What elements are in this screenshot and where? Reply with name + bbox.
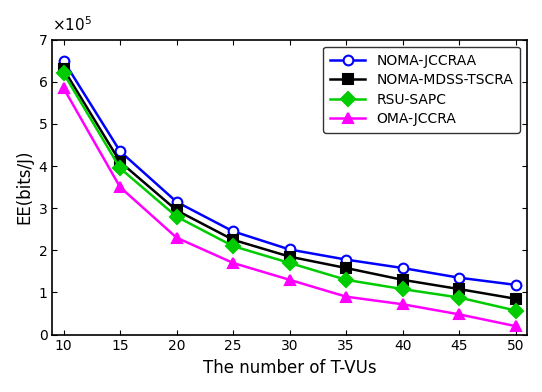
NOMA-JCCRAA xyxy=(456,275,462,280)
NOMA-JCCRAA xyxy=(343,257,350,262)
OMA-JCCRA xyxy=(117,185,124,189)
OMA-JCCRA xyxy=(230,261,236,265)
RSU-SAPC xyxy=(230,244,236,249)
OMA-JCCRA xyxy=(456,312,462,317)
X-axis label: The number of T-VUs: The number of T-VUs xyxy=(203,359,377,377)
NOMA-MDSS-TSCRA xyxy=(60,67,67,72)
RSU-SAPC xyxy=(399,287,406,291)
OMA-JCCRA xyxy=(173,235,180,240)
NOMA-JCCRAA xyxy=(512,283,519,287)
OMA-JCCRA xyxy=(512,324,519,328)
NOMA-JCCRAA xyxy=(286,247,293,252)
Text: $\times 10^5$: $\times 10^5$ xyxy=(52,15,92,34)
NOMA-MDSS-TSCRA xyxy=(399,278,406,282)
NOMA-MDSS-TSCRA xyxy=(512,296,519,301)
RSU-SAPC xyxy=(343,278,350,282)
NOMA-JCCRAA xyxy=(230,229,236,234)
NOMA-MDSS-TSCRA xyxy=(286,254,293,259)
RSU-SAPC xyxy=(173,214,180,219)
NOMA-MDSS-TSCRA xyxy=(230,238,236,242)
NOMA-JCCRAA xyxy=(399,266,406,270)
Line: RSU-SAPC: RSU-SAPC xyxy=(59,69,520,316)
NOMA-JCCRAA xyxy=(173,200,180,204)
OMA-JCCRA xyxy=(399,302,406,307)
NOMA-MDSS-TSCRA xyxy=(456,287,462,291)
RSU-SAPC xyxy=(512,308,519,313)
RSU-SAPC xyxy=(456,295,462,300)
Y-axis label: EE(bits/J): EE(bits/J) xyxy=(15,150,33,224)
OMA-JCCRA xyxy=(60,86,67,91)
NOMA-MDSS-TSCRA xyxy=(117,160,124,164)
OMA-JCCRA xyxy=(343,294,350,299)
NOMA-MDSS-TSCRA xyxy=(343,266,350,270)
NOMA-JCCRAA xyxy=(60,58,67,63)
RSU-SAPC xyxy=(117,166,124,171)
NOMA-JCCRAA xyxy=(117,149,124,154)
NOMA-MDSS-TSCRA xyxy=(173,208,180,213)
RSU-SAPC xyxy=(60,71,67,76)
RSU-SAPC xyxy=(286,261,293,265)
Line: NOMA-JCCRAA: NOMA-JCCRAA xyxy=(59,56,520,290)
OMA-JCCRA xyxy=(286,278,293,282)
Line: NOMA-MDSS-TSCRA: NOMA-MDSS-TSCRA xyxy=(59,64,520,304)
Line: OMA-JCCRA: OMA-JCCRA xyxy=(59,83,520,331)
Legend: NOMA-JCCRAA, NOMA-MDSS-TSCRA, RSU-SAPC, OMA-JCCRA: NOMA-JCCRAA, NOMA-MDSS-TSCRA, RSU-SAPC, … xyxy=(324,47,520,133)
